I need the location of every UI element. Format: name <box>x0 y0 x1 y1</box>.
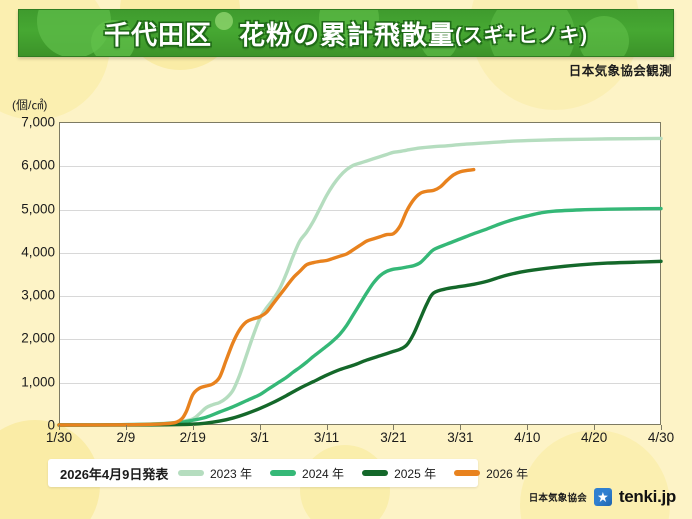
legend-color-swatch <box>178 470 204 476</box>
x-axis-labels: 1/30 2/9 2/19 3/1 3/11 3/21 3/31 4/10 4/20 4/30 <box>0 430 692 450</box>
y-axis-tick-label: 6,000 <box>21 157 55 173</box>
y-axis-tick-label: 1,000 <box>21 374 55 390</box>
publisher-label: 日本気象協会 <box>528 493 587 504</box>
gridline <box>60 252 660 254</box>
x-axis-tick <box>326 425 328 430</box>
banner-bubble <box>91 20 135 56</box>
plot-area <box>57 122 663 427</box>
gridline <box>60 296 660 298</box>
x-axis-tick <box>594 425 596 430</box>
legend-color-swatch <box>454 470 481 476</box>
page-title-main: 千代田区 花粉の累計飛散量 <box>103 19 455 50</box>
legend-color-swatch <box>362 470 389 476</box>
x-axis-tick <box>192 425 194 430</box>
x-axis-tick <box>661 425 662 430</box>
banner-bubble <box>421 24 457 56</box>
y-axis-tick-label: 0 <box>47 417 55 433</box>
y-axis-tick-label: 7,000 <box>21 114 55 130</box>
gridline <box>60 209 660 211</box>
x-axis-tick-label: 4/10 <box>514 430 541 445</box>
series-line <box>57 136 663 427</box>
legend-color-swatch <box>270 470 297 476</box>
legend-label: 2024 年 <box>302 466 345 481</box>
x-axis-ticks <box>59 425 662 431</box>
banner-bubble <box>489 10 575 56</box>
x-axis-tick <box>393 425 395 430</box>
legend-item[interactable]: 2026 年 <box>454 465 528 482</box>
page-title-sub: (スギ+ヒノキ) <box>455 24 588 47</box>
gridline <box>60 339 660 341</box>
series-line <box>57 259 663 427</box>
x-axis-tick-label: 3/1 <box>250 430 270 445</box>
legend-label: 2023 年 <box>210 466 253 481</box>
x-axis-tick <box>125 425 127 430</box>
legend-label: 2026 年 <box>486 466 529 481</box>
x-axis-tick-label: 2/19 <box>179 430 206 445</box>
gridline <box>60 166 660 168</box>
y-axis-tick-label: 5,000 <box>21 201 55 217</box>
observer-credit: 日本気象協会観測 <box>568 64 672 78</box>
gridline <box>60 382 660 384</box>
plot-background <box>59 122 661 425</box>
legend-label: 2025 年 <box>394 466 437 481</box>
series-lines <box>57 136 663 427</box>
y-axis-tick-label: 2,000 <box>21 330 55 346</box>
series-line <box>57 167 476 427</box>
footer-branding: 日本気象協会 tenki.jp <box>529 487 676 507</box>
x-axis-tick-label: 3/31 <box>447 430 474 445</box>
x-axis-tick <box>527 425 529 430</box>
legend-item[interactable]: 2025 年 <box>362 465 436 482</box>
tenki-cube-icon <box>593 488 612 506</box>
x-axis-tick <box>460 425 462 430</box>
x-axis-tick-label: 2/9 <box>116 430 136 445</box>
x-axis-tick <box>259 425 261 430</box>
y-axis-tick-label: 3,000 <box>21 287 55 303</box>
legend-bar <box>48 459 478 487</box>
x-axis-tick-label: 4/30 <box>647 430 675 445</box>
y-axis-tick-label: 4,000 <box>21 244 55 260</box>
x-axis-tick <box>59 425 60 430</box>
y-axis-labels: 0 1,000 2,000 3,000 4,000 5,000 6,000 7,000 <box>0 115 55 433</box>
x-axis-tick-label: 4/20 <box>580 430 608 445</box>
publish-date: 2026年4月9日発表 <box>60 466 169 482</box>
series-line <box>57 206 663 427</box>
title-banner: 千代田区 花粉の累計飛散量 (スギ+ヒノキ) <box>18 9 674 57</box>
brand-label[interactable]: tenki.jp <box>618 487 676 506</box>
page-title: 千代田区 花粉の累計飛散量 (スギ+ヒノキ) <box>19 10 673 56</box>
y-axis-unit-label: (個/㎠) <box>12 98 48 112</box>
x-axis-tick-label: 1/30 <box>45 430 73 445</box>
banner-bubble <box>215 12 233 30</box>
legend-item[interactable]: 2023 年 <box>178 465 252 482</box>
x-axis-tick-label: 3/21 <box>380 430 407 445</box>
banner-bubble <box>579 16 629 56</box>
legend-item[interactable]: 2024 年 <box>270 465 344 482</box>
legend: 2023 年 2024 年 2025 年 2026 年 <box>178 459 528 487</box>
x-axis-tick-label: 3/11 <box>313 430 340 445</box>
